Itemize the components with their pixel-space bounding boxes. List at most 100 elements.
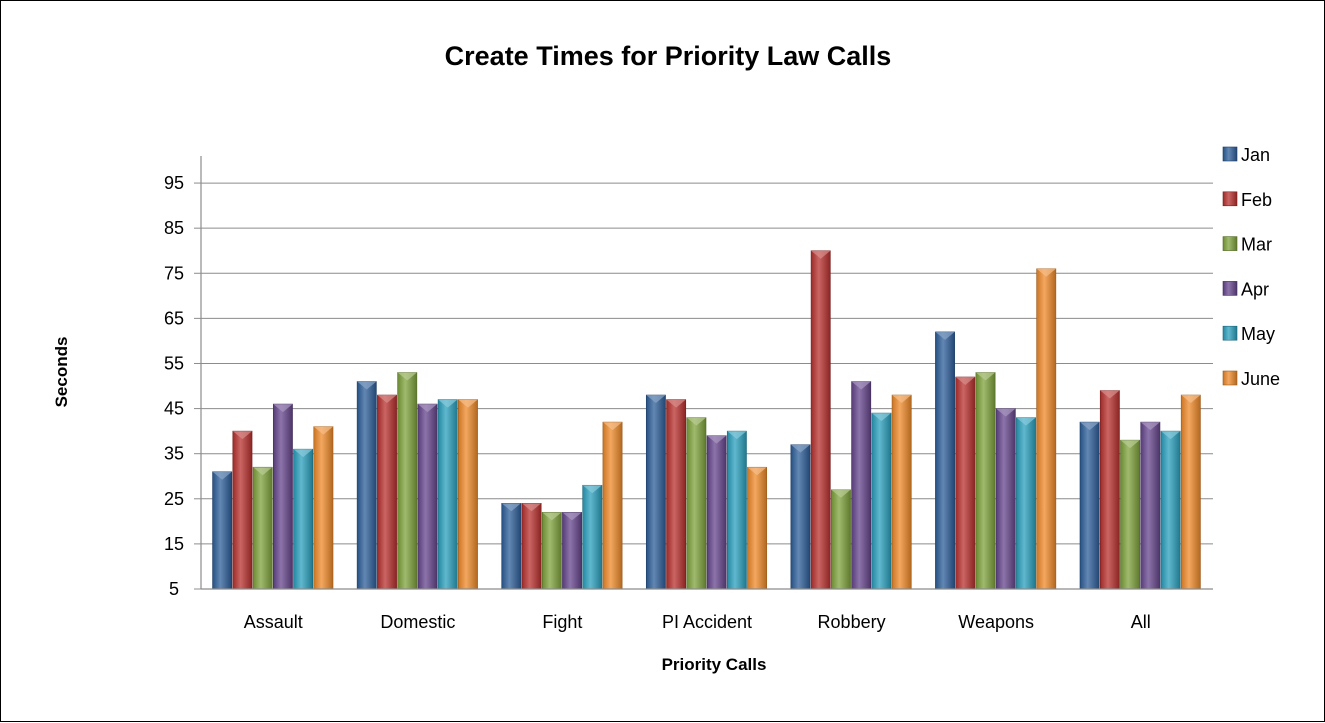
legend-swatch-jan bbox=[1222, 146, 1238, 162]
bar-apr-pi-accident bbox=[706, 435, 727, 590]
x-axis-title: Priority Calls bbox=[662, 655, 767, 674]
bar-cap bbox=[397, 372, 417, 381]
bar-feb-domestic bbox=[377, 394, 397, 590]
bar-cap bbox=[1036, 268, 1056, 277]
bar-jan-assault bbox=[212, 471, 233, 590]
bar-cap bbox=[747, 467, 767, 476]
bar-cap bbox=[273, 404, 293, 413]
bar-cap bbox=[727, 431, 747, 440]
bar-cap bbox=[458, 399, 478, 408]
bar-cap bbox=[1120, 440, 1140, 449]
y-axis-title: Seconds bbox=[52, 337, 71, 408]
bar-cap bbox=[313, 426, 334, 435]
bar-cap bbox=[377, 395, 397, 404]
bar-apr-robbery bbox=[851, 381, 872, 590]
bar-may-robbery bbox=[871, 412, 892, 590]
bar-cap bbox=[562, 512, 582, 521]
bar-mar-all bbox=[1120, 439, 1141, 590]
legend-label-apr: Apr bbox=[1241, 279, 1269, 299]
y-axis-ticks: 5 15 25 35 45 55 65 75 85 95 bbox=[164, 173, 201, 599]
y-tick-label: 85 bbox=[164, 218, 184, 238]
bar-june-weapons bbox=[1036, 268, 1057, 590]
y-tick-label: 25 bbox=[164, 489, 184, 509]
bar-cap bbox=[790, 444, 811, 453]
bar-may-weapons bbox=[1016, 417, 1036, 590]
legend-swatch-mar bbox=[1222, 236, 1238, 251]
x-tick-label: All bbox=[1131, 612, 1151, 632]
y-tick-label: 15 bbox=[164, 534, 184, 554]
bar-apr-domestic bbox=[417, 403, 438, 590]
y-tick-label: 95 bbox=[164, 173, 184, 193]
bar-mar-fight bbox=[541, 512, 562, 590]
bar-june-all bbox=[1180, 394, 1201, 590]
legend-label-feb: Feb bbox=[1241, 190, 1272, 210]
bar-cap bbox=[212, 471, 232, 480]
bar-cap bbox=[1079, 422, 1100, 431]
bar-cap bbox=[955, 377, 975, 386]
bar-jan-all bbox=[1079, 421, 1100, 590]
x-tick-label: Robbery bbox=[818, 612, 886, 632]
bar-cap bbox=[646, 395, 666, 404]
bar-mar-weapons bbox=[975, 372, 996, 590]
bar-feb-fight bbox=[521, 503, 542, 590]
bar-may-all bbox=[1160, 430, 1181, 590]
bar-mar-assault bbox=[252, 466, 273, 590]
bar-feb-robbery bbox=[810, 250, 831, 590]
bar-cap bbox=[1140, 422, 1160, 431]
bar-cap bbox=[542, 512, 562, 521]
bar-cap bbox=[417, 404, 438, 413]
bar-cap bbox=[1160, 431, 1181, 440]
bar-may-assault bbox=[293, 448, 314, 590]
bar-feb-pi-accident bbox=[666, 399, 687, 590]
bar-feb-all bbox=[1099, 390, 1120, 590]
bar-cap bbox=[935, 331, 955, 340]
bar-cap bbox=[357, 381, 377, 390]
bar-apr-all bbox=[1140, 421, 1161, 590]
bar-cap bbox=[253, 467, 273, 476]
bar-jan-robbery bbox=[790, 444, 811, 590]
bar-cap bbox=[996, 408, 1016, 417]
bar-cap bbox=[871, 413, 892, 422]
x-tick-label: PI Accident bbox=[662, 612, 752, 632]
bar-jan-fight bbox=[501, 503, 522, 590]
bar-apr-weapons bbox=[995, 408, 1016, 590]
legend-swatch-feb bbox=[1222, 191, 1238, 207]
axes bbox=[200, 156, 1213, 590]
bar-apr-fight bbox=[562, 512, 582, 590]
x-tick-label: Fight bbox=[542, 612, 582, 632]
chart-title: Create Times for Priority Law Calls bbox=[445, 41, 892, 71]
legend-label-may: May bbox=[1241, 324, 1275, 344]
y-tick-label: 35 bbox=[164, 444, 184, 464]
bar-cap bbox=[1181, 395, 1201, 404]
bar-may-domestic bbox=[437, 399, 458, 590]
bar-cap bbox=[811, 250, 831, 259]
bar-cap bbox=[232, 431, 253, 440]
bar-may-fight bbox=[582, 484, 603, 590]
bar-cap bbox=[438, 399, 458, 408]
bar-cap bbox=[582, 485, 602, 494]
bar-cap bbox=[686, 417, 706, 426]
x-axis-ticks: Assault Domestic Fight PI Accident Robbery We… bbox=[244, 612, 1151, 632]
bar-cap bbox=[501, 503, 521, 512]
y-tick-label: 65 bbox=[164, 308, 184, 328]
legend-swatch-june bbox=[1222, 370, 1238, 386]
x-tick-label: Weapons bbox=[958, 612, 1034, 632]
legend: Jan Feb Mar Apr May June bbox=[1222, 145, 1280, 389]
bar-may-pi-accident bbox=[726, 430, 747, 590]
bar-cap bbox=[707, 435, 727, 444]
bar-cap bbox=[1016, 417, 1036, 426]
y-tick-label: 75 bbox=[164, 263, 184, 283]
bar-cap bbox=[293, 449, 313, 458]
bar-june-fight bbox=[602, 421, 623, 590]
bar-cap bbox=[975, 372, 996, 381]
bar-feb-weapons bbox=[955, 376, 976, 590]
y-tick-label: 55 bbox=[164, 353, 184, 373]
bar-mar-robbery bbox=[831, 489, 851, 590]
bar-jan-pi-accident bbox=[645, 394, 666, 590]
bar-feb-assault bbox=[232, 430, 253, 590]
bar-june-domestic bbox=[458, 399, 478, 590]
legend-swatch-apr bbox=[1222, 281, 1238, 296]
legend-label-june: June bbox=[1241, 369, 1280, 389]
